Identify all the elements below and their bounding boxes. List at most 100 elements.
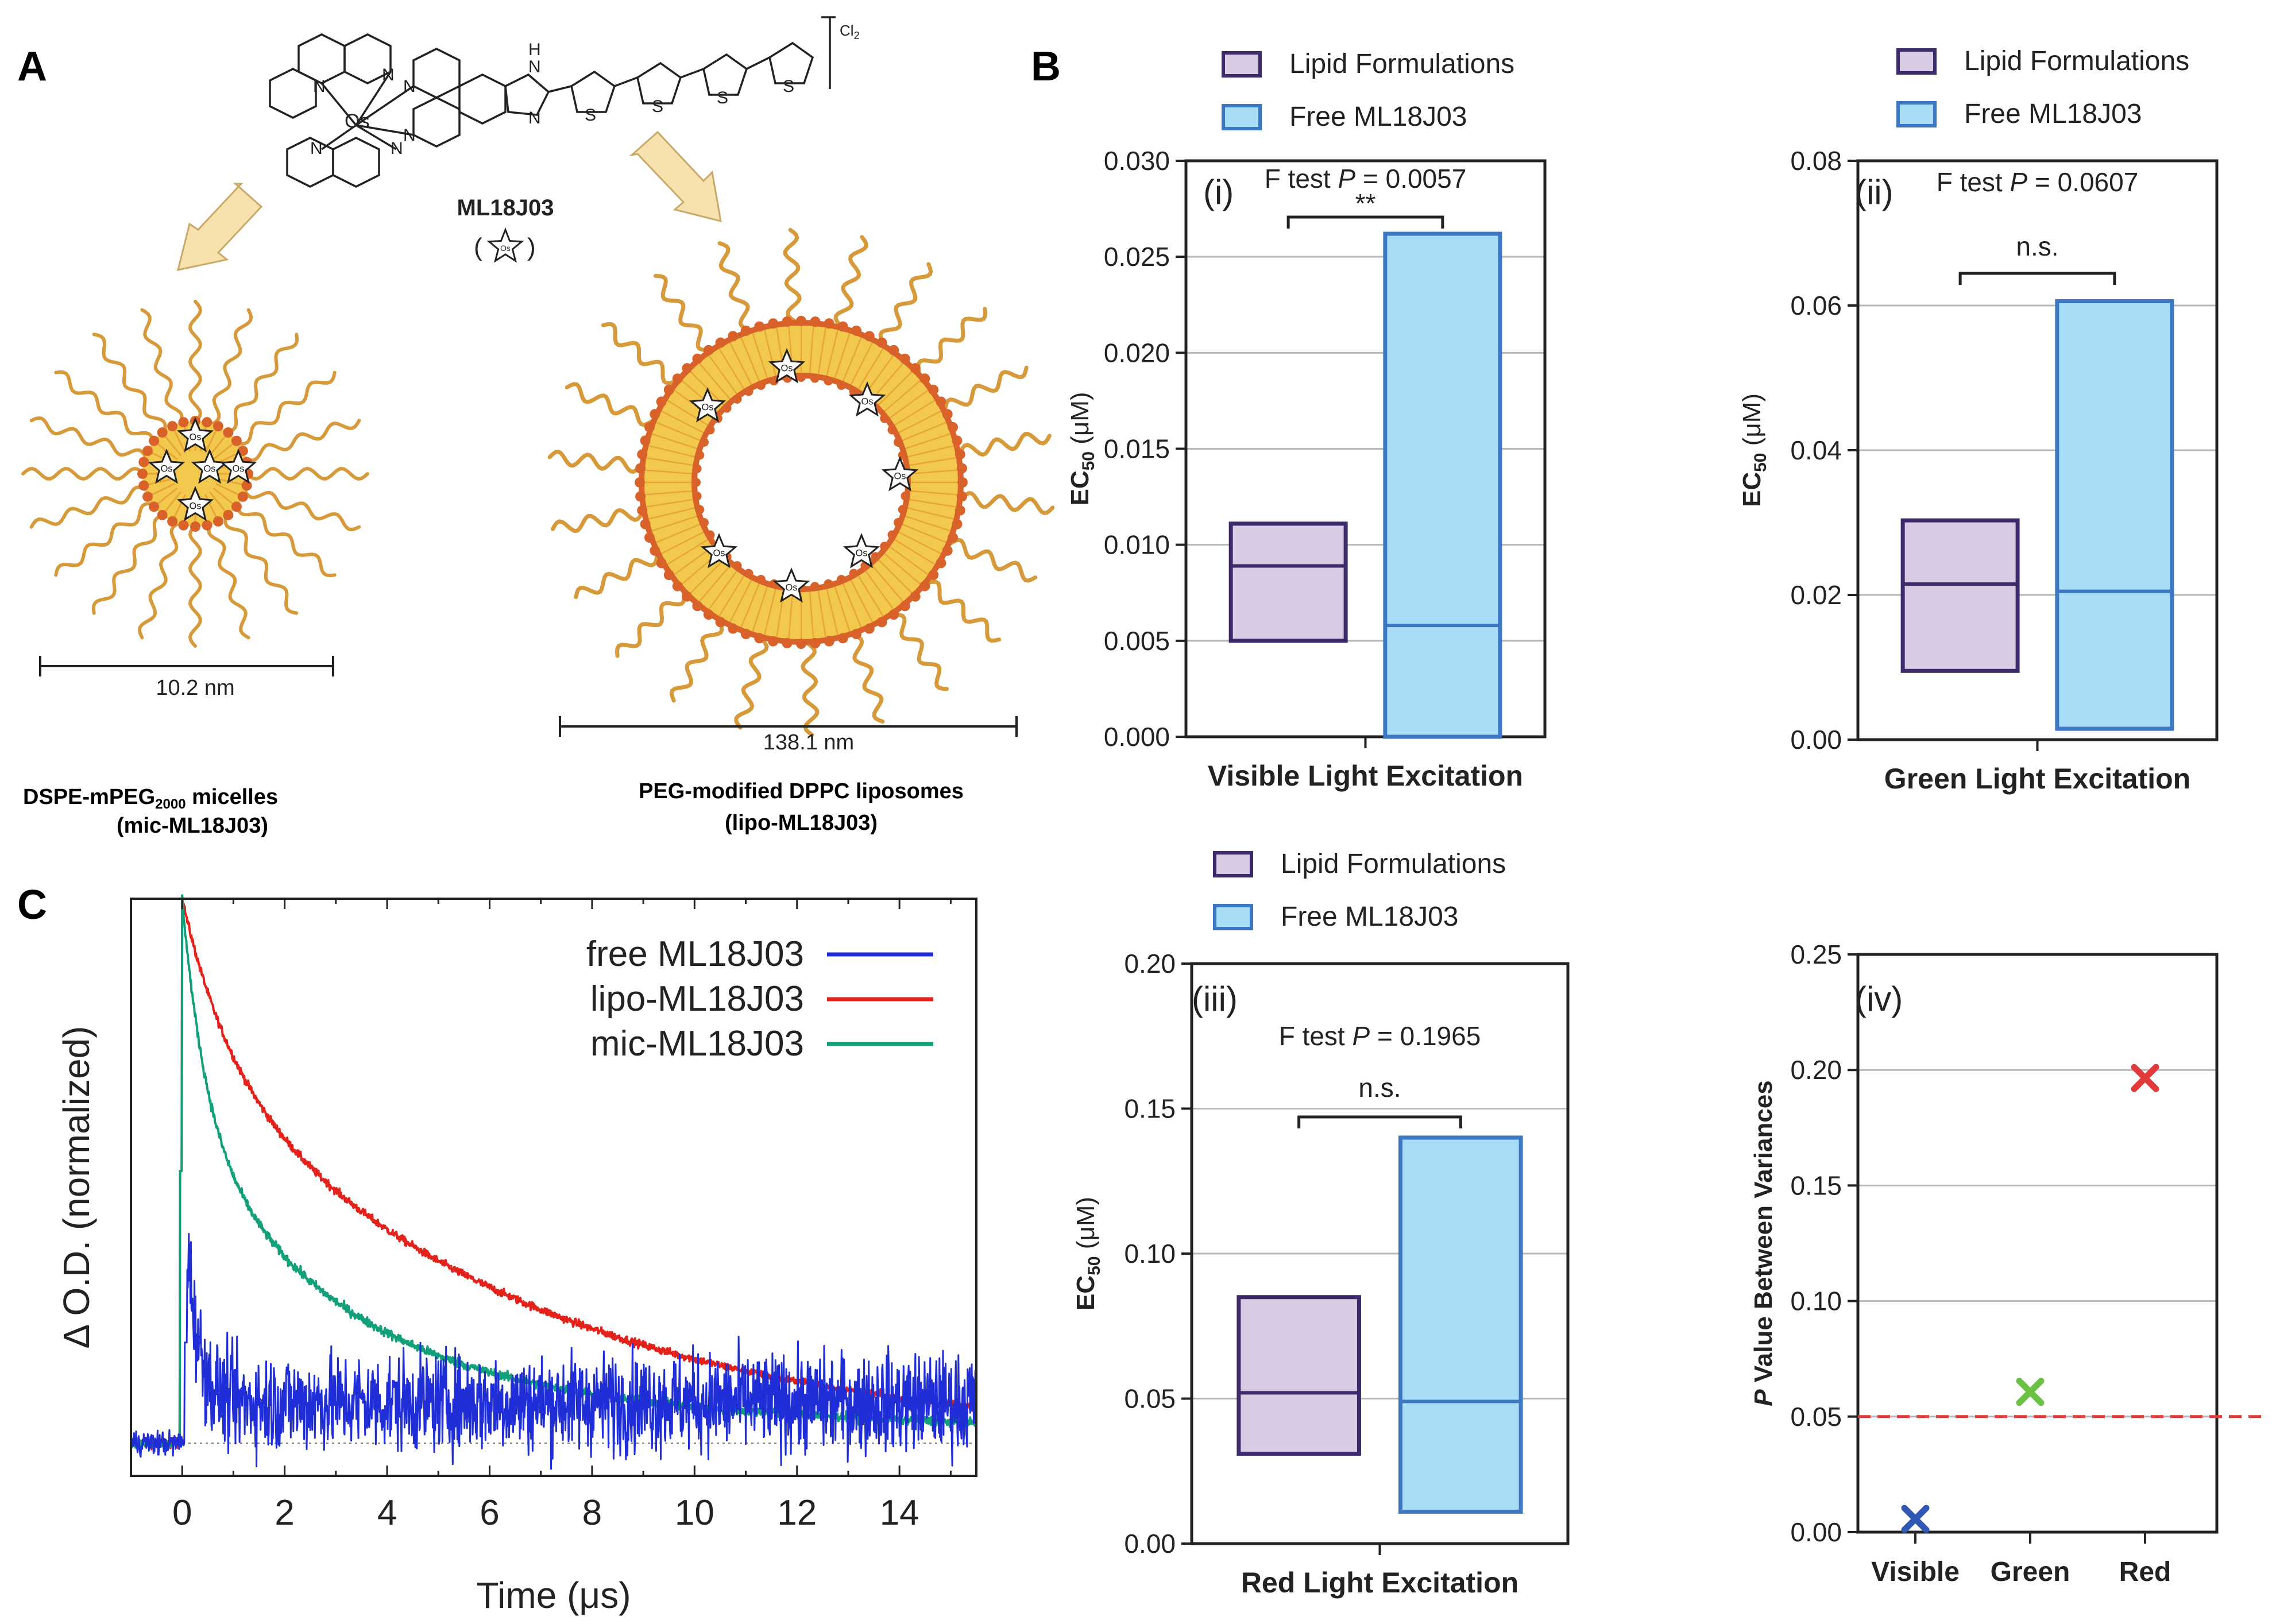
os-star-icon	[176, 417, 214, 453]
lipid-tail	[172, 494, 186, 520]
lipid-head	[705, 425, 715, 435]
x-tick-label: 12	[777, 1493, 817, 1533]
lipid-tail	[856, 573, 886, 619]
lipid-head	[656, 558, 667, 569]
atom-s-label: S	[783, 77, 794, 96]
atom-n-label: N	[403, 126, 416, 145]
y-axis-label: Δ O.D. (normalized)	[56, 1026, 97, 1349]
legend-swatch-free	[1213, 904, 1253, 930]
peg-chain	[54, 502, 156, 577]
lipid-head	[178, 520, 189, 531]
panel-roman-label: (i)	[1203, 173, 1234, 211]
lipid-head	[849, 569, 859, 578]
panel-label-c: C	[17, 882, 47, 928]
lipid-head	[952, 519, 963, 529]
peg-chain	[565, 382, 668, 430]
peg-chain	[137, 521, 181, 640]
lipid-tail	[817, 587, 827, 640]
y-tick-label: 0.030	[1104, 146, 1170, 176]
lipid-head	[137, 469, 148, 479]
lipid-head	[956, 463, 967, 474]
atom-s-label: S	[717, 88, 728, 107]
lipid-head	[650, 409, 660, 420]
lipid-head	[699, 518, 709, 528]
y-tick-label: 0.025	[1104, 242, 1170, 272]
peg-chain	[223, 332, 299, 434]
star-os-label: Os	[500, 243, 511, 253]
lipid-tail	[763, 586, 777, 638]
lipid-tail	[204, 428, 218, 454]
y-tick-label: 0.20	[1124, 949, 1176, 979]
lipid-tail	[739, 581, 761, 631]
y-axis-label: P Value Between Variances	[1749, 1080, 1777, 1406]
lipid-tail	[658, 530, 706, 556]
panel-label-b: B	[1031, 44, 1061, 90]
lipid-head	[837, 633, 848, 644]
lipid-head	[888, 345, 899, 355]
lipid-tail	[817, 324, 827, 377]
os-star-icon	[689, 387, 727, 423]
x-tick-label: 10	[675, 1493, 714, 1533]
lipid-head	[692, 353, 703, 364]
y-label-sub: 50	[1085, 1256, 1104, 1275]
lipid-tail	[841, 334, 863, 384]
data-point-green	[2016, 1378, 2045, 1406]
lipid-tail	[646, 444, 698, 458]
peg-chain	[223, 513, 299, 615]
peg-chain	[551, 502, 659, 533]
lipid-tail	[907, 469, 961, 475]
lipid-tail	[906, 498, 959, 508]
lipid-tail	[856, 346, 886, 392]
f-test-p: P	[1353, 1021, 1370, 1051]
lipid-head	[928, 570, 939, 581]
lipid-head	[824, 636, 834, 647]
lipid-tail	[809, 323, 815, 376]
os-star-icon	[700, 533, 738, 569]
arrow-to-liposome	[628, 130, 722, 223]
y-label-p: P	[1749, 1389, 1777, 1406]
lipid-tail	[825, 586, 840, 638]
lipid-tail	[687, 557, 727, 596]
lipid-head	[672, 581, 683, 591]
lipid-tail	[163, 434, 182, 457]
lipid-tail	[887, 388, 931, 420]
lipid-head	[899, 353, 910, 364]
lipid-head	[715, 617, 726, 628]
peg-chain	[207, 521, 250, 640]
lipid-tail	[833, 330, 852, 381]
x-tick-label: 8	[582, 1493, 602, 1533]
lipid-tail	[902, 515, 953, 533]
lipid-tail	[876, 557, 915, 596]
peg-chain	[929, 365, 1029, 421]
lipid-tail	[212, 441, 235, 461]
lipid-head	[190, 521, 200, 532]
peg-chain	[54, 370, 156, 446]
lipid-head	[644, 532, 655, 543]
peg-chain	[91, 513, 167, 615]
lipid-tail	[863, 568, 896, 612]
structure-atom-labels: Os N N N N N N N H N S S S S Cl2	[310, 22, 860, 158]
lipid-head	[955, 449, 965, 460]
peg-chain	[188, 300, 203, 424]
lipid-head	[212, 421, 223, 432]
lipid-head	[797, 373, 806, 382]
os-star-label: Os	[780, 364, 793, 374]
os-star-label: Os	[160, 464, 172, 474]
lipid-head	[810, 582, 820, 591]
y-tick-label: 0.020	[1104, 338, 1170, 368]
lipid-head	[942, 545, 953, 556]
legend-top-right: Lipid Formulations Free ML18J03	[1896, 46, 2189, 129]
lipid-head	[142, 491, 153, 502]
peg-chain	[943, 431, 1052, 462]
counter-ion-label: Cl2	[840, 22, 860, 41]
lipid-head	[692, 491, 702, 501]
lipid-tail	[907, 490, 961, 496]
y-label-unit: (μM)	[1738, 393, 1766, 453]
lipid-head	[910, 591, 921, 602]
lipid-head	[640, 519, 651, 529]
lipid-tail	[891, 398, 938, 427]
lipid-head	[202, 520, 212, 531]
lipid-head	[231, 501, 242, 512]
lipid-head	[695, 505, 705, 515]
lipid-head	[837, 380, 847, 390]
